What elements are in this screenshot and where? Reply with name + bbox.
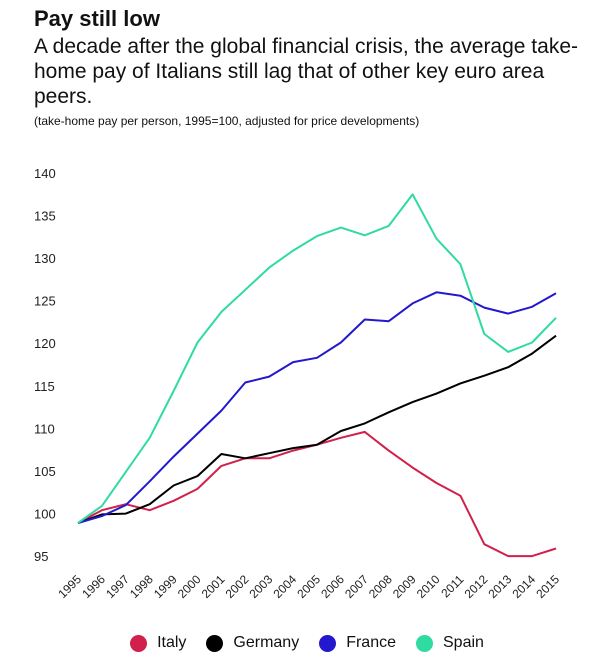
y-tick-label: 125 [34,294,56,309]
y-tick-label: 130 [34,251,56,266]
legend-swatch [416,634,433,652]
x-tick-label: 2007 [342,572,371,601]
x-tick-label: 1998 [127,572,156,601]
chart-subtitle: A decade after the global financial cris… [34,35,578,108]
x-tick-label: 2013 [486,572,515,601]
x-tick-label: 2005 [294,572,323,601]
x-tick-label: 2009 [390,572,419,601]
y-axis: 95 100 105 110 115 120 125 130 135 140 [34,166,56,564]
chart-note: (take-home pay per person, 1995=100, adj… [34,114,420,128]
x-axis: 1995199619971998199920002001200220032004… [55,572,562,601]
series-line-spain [77,193,557,524]
x-tick-label: 2002 [223,572,252,601]
chart-lines [77,193,557,558]
series-line-italy [77,430,557,558]
legend-item-italy: Italy [130,634,186,652]
legend-label: Germany [233,634,300,651]
x-tick-label: 2001 [199,572,228,601]
legend: Italy Germany France Spain [0,634,614,652]
y-tick-label: 135 [34,209,56,224]
x-tick-label: 2008 [366,572,395,601]
legend-label: Italy [157,634,187,651]
x-tick-label: 1999 [151,572,180,601]
x-tick-label: 2000 [175,572,204,601]
x-tick-label: 2015 [533,572,562,601]
x-tick-label: 1996 [79,572,108,601]
x-tick-label: 2004 [270,572,299,601]
chart-title: Pay still low [34,6,160,31]
y-tick-label: 115 [34,379,55,394]
y-tick-label: 105 [34,464,56,479]
y-tick-label: 110 [34,421,55,436]
legend-swatch [130,634,148,652]
y-tick-label: 100 [34,506,56,521]
x-tick-label: 2012 [462,572,491,601]
legend-item-germany: Germany [206,634,299,652]
x-tick-label: 2014 [509,572,538,601]
legend-swatch [319,634,337,652]
x-tick-label: 1997 [103,572,132,601]
x-tick-label: 2003 [247,572,276,601]
x-tick-label: 1995 [55,572,84,601]
x-tick-label: 2010 [414,572,443,601]
series-line-france [77,291,557,524]
x-tick-label: 2011 [438,572,466,600]
legend-item-france: France [319,634,396,652]
legend-label: France [346,634,396,651]
y-tick-label: 120 [34,336,56,351]
legend-label: Spain [443,634,484,651]
series-line-germany [77,334,557,524]
y-tick-label: 95 [34,549,48,564]
x-tick-label: 2006 [318,572,347,601]
legend-swatch [206,634,224,652]
legend-item-spain: Spain [416,634,484,652]
y-tick-label: 140 [34,166,56,181]
